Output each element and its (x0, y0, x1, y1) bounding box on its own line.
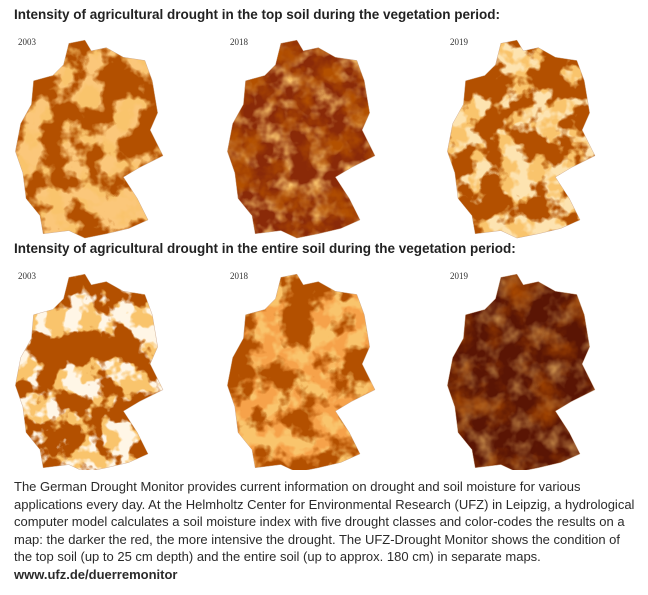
map-year: 2018 (230, 37, 249, 47)
drought-map (447, 273, 596, 470)
caption-link: www.ufz.de/duerremonitor (14, 566, 178, 582)
section-title: Intensity of agricultural drought in the… (14, 241, 516, 256)
drought-map (227, 273, 376, 470)
drought-map (447, 39, 596, 239)
map-year: 2018 (230, 271, 249, 281)
map-year: 2003 (18, 271, 37, 281)
drought-map (15, 273, 164, 470)
caption: The German Drought Monitor provides curr… (14, 478, 636, 583)
drought-map (15, 39, 164, 239)
map-year: 2003 (18, 37, 37, 47)
map-year: 2019 (450, 271, 469, 281)
map-panel: 2003 2018 2019 2003 2018 2019 (15, 37, 596, 470)
section-title: Intensity of agricultural drought in the… (14, 7, 500, 22)
map-year: 2019 (450, 37, 469, 47)
caption-text: The German Drought Monitor provides curr… (14, 479, 635, 564)
drought-map (227, 39, 376, 239)
